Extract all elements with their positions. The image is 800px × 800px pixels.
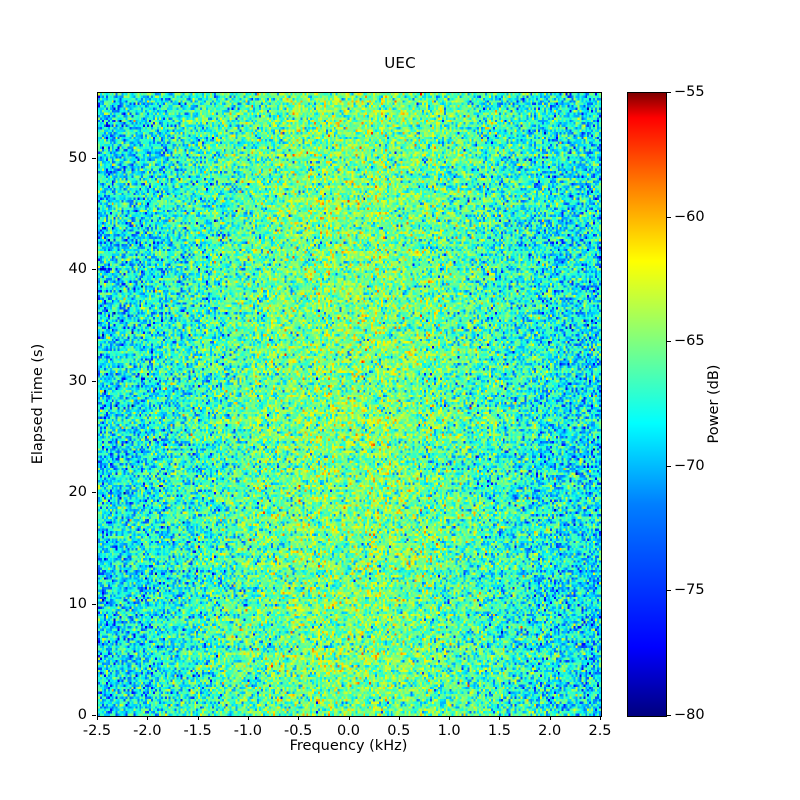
y-tick-mark: [92, 158, 96, 159]
x-tick-mark: [298, 716, 299, 720]
x-tick-mark: [198, 716, 199, 720]
x-tick-mark: [349, 716, 350, 720]
y-tick-mark: [92, 492, 96, 493]
x-tick-label: -0.5: [284, 723, 313, 739]
colorbar-tick-mark: [667, 715, 671, 716]
colorbar-tick-label: −70: [674, 457, 705, 474]
colorbar-tick-mark: [667, 590, 671, 591]
y-tick-mark: [92, 604, 96, 605]
colorbar-tick-label: −60: [674, 208, 705, 225]
colorbar-gradient: [628, 93, 666, 716]
x-tick-label: 2.0: [538, 723, 562, 739]
x-tick-label: 0.5: [387, 723, 411, 739]
x-tick-mark: [600, 716, 601, 720]
y-tick-label: 50: [68, 149, 87, 166]
x-tick-mark: [147, 716, 148, 720]
colorbar-tick-label: −80: [674, 707, 705, 723]
y-tick-mark: [92, 715, 96, 716]
x-tick-label: -1.5: [183, 723, 212, 739]
colorbar-label: Power (dB): [706, 364, 722, 444]
y-tick-mark: [92, 381, 96, 382]
colorbar-tick-label: −65: [674, 333, 705, 350]
x-tick-mark: [399, 716, 400, 720]
spectrogram-image: [98, 93, 601, 716]
y-tick-mark: [92, 269, 96, 270]
y-tick-label: 30: [68, 372, 87, 389]
x-tick-mark: [550, 716, 551, 720]
x-tick-label: 1.0: [437, 723, 461, 739]
y-tick-label: 20: [68, 484, 87, 501]
x-tick-label: 0.0: [336, 723, 361, 739]
x-tick-label: -2.5: [82, 723, 112, 739]
y-tick-label: 0: [77, 707, 87, 723]
x-tick-label: -2.0: [133, 723, 162, 739]
x-tick-mark: [499, 716, 500, 720]
x-tick-mark: [449, 716, 450, 720]
colorbar-tick-label: −75: [674, 582, 705, 599]
y-tick-label: 40: [68, 261, 87, 278]
y-tick-label: 10: [68, 595, 87, 612]
spectrogram-plot-area: [97, 92, 602, 717]
colorbar-tick-mark: [667, 92, 671, 93]
x-tick-label: 2.5: [588, 723, 612, 739]
x-tick-label: -1.0: [233, 723, 263, 739]
x-tick-mark: [97, 716, 98, 720]
colorbar-tick-mark: [667, 466, 671, 467]
colorbar-tick-mark: [667, 217, 671, 218]
colorbar-tick-mark: [667, 341, 671, 342]
x-tick-mark: [248, 716, 249, 720]
colorbar-tick-label: −55: [674, 84, 705, 100]
title-line-station: UEC: [384, 54, 416, 72]
y-axis-label: Elapsed Time (s): [30, 343, 46, 465]
x-tick-label: 1.5: [487, 723, 511, 739]
colorbar: [627, 92, 667, 717]
x-axis-label: Frequency (kHz): [289, 738, 408, 754]
